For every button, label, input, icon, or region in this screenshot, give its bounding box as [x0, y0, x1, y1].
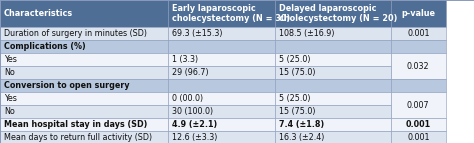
- Text: No: No: [4, 107, 15, 116]
- Text: Yes: Yes: [4, 55, 17, 64]
- Text: Complications (%): Complications (%): [4, 42, 85, 51]
- Text: 5 (25.0): 5 (25.0): [279, 94, 310, 103]
- Bar: [275, 66, 391, 79]
- Text: Early laparoscopic
cholecystectomy (N = 30): Early laparoscopic cholecystectomy (N = …: [172, 4, 290, 23]
- Text: Conversion to open surgery: Conversion to open surgery: [4, 81, 129, 90]
- Bar: [168, 40, 275, 53]
- Bar: [275, 40, 391, 53]
- Text: 4.9 (±2.1): 4.9 (±2.1): [172, 120, 217, 129]
- Bar: [391, 92, 446, 118]
- Bar: [275, 118, 391, 131]
- Bar: [275, 27, 391, 40]
- Text: 5 (25.0): 5 (25.0): [279, 55, 310, 64]
- Bar: [0, 40, 168, 53]
- Text: 108.5 (±16.9): 108.5 (±16.9): [279, 29, 334, 38]
- Text: Yes: Yes: [4, 94, 17, 103]
- Bar: [168, 92, 275, 105]
- Text: Mean days to return full activity (SD): Mean days to return full activity (SD): [4, 133, 152, 142]
- Bar: [275, 105, 391, 118]
- Bar: [391, 118, 446, 131]
- Text: 0.001: 0.001: [407, 133, 429, 142]
- Bar: [391, 79, 446, 92]
- Text: 15 (75.0): 15 (75.0): [279, 68, 315, 77]
- Bar: [168, 105, 275, 118]
- Bar: [275, 92, 391, 105]
- Bar: [275, 79, 391, 92]
- Text: Characteristics: Characteristics: [4, 9, 73, 18]
- Bar: [275, 131, 391, 143]
- Text: 0.032: 0.032: [407, 62, 429, 71]
- Bar: [0, 0, 168, 27]
- Bar: [168, 131, 275, 143]
- Bar: [0, 105, 168, 118]
- Text: 15 (75.0): 15 (75.0): [279, 107, 315, 116]
- Text: 12.6 (±3.3): 12.6 (±3.3): [172, 133, 218, 142]
- Text: 1 (3.3): 1 (3.3): [172, 55, 198, 64]
- Text: 16.3 (±2.4): 16.3 (±2.4): [279, 133, 324, 142]
- Bar: [391, 27, 446, 40]
- Text: 0 (00.0): 0 (00.0): [172, 94, 203, 103]
- Bar: [168, 66, 275, 79]
- Text: 0.001: 0.001: [406, 120, 431, 129]
- Bar: [0, 66, 168, 79]
- Bar: [0, 131, 168, 143]
- Text: 69.3 (±15.3): 69.3 (±15.3): [172, 29, 223, 38]
- Text: 0.007: 0.007: [407, 101, 429, 110]
- Text: Mean hospital stay in days (SD): Mean hospital stay in days (SD): [4, 120, 147, 129]
- Bar: [275, 53, 391, 66]
- Bar: [168, 0, 275, 27]
- Text: No: No: [4, 68, 15, 77]
- Bar: [0, 53, 168, 66]
- Bar: [168, 79, 275, 92]
- Bar: [0, 79, 168, 92]
- Bar: [168, 27, 275, 40]
- Bar: [391, 40, 446, 53]
- Text: 7.4 (±1.8): 7.4 (±1.8): [279, 120, 324, 129]
- Bar: [168, 53, 275, 66]
- Bar: [391, 131, 446, 143]
- Text: 30 (100.0): 30 (100.0): [172, 107, 213, 116]
- Bar: [168, 118, 275, 131]
- Bar: [0, 118, 168, 131]
- Text: p-value: p-value: [401, 9, 435, 18]
- Text: 29 (96.7): 29 (96.7): [172, 68, 209, 77]
- Text: Duration of surgery in minutes (SD): Duration of surgery in minutes (SD): [4, 29, 147, 38]
- Bar: [0, 92, 168, 105]
- Bar: [0, 27, 168, 40]
- Bar: [391, 53, 446, 79]
- Bar: [275, 0, 391, 27]
- Text: 0.001: 0.001: [407, 29, 429, 38]
- Bar: [391, 0, 446, 27]
- Text: Delayed laparoscopic
cholecystectomy (N = 20): Delayed laparoscopic cholecystectomy (N …: [279, 4, 397, 23]
